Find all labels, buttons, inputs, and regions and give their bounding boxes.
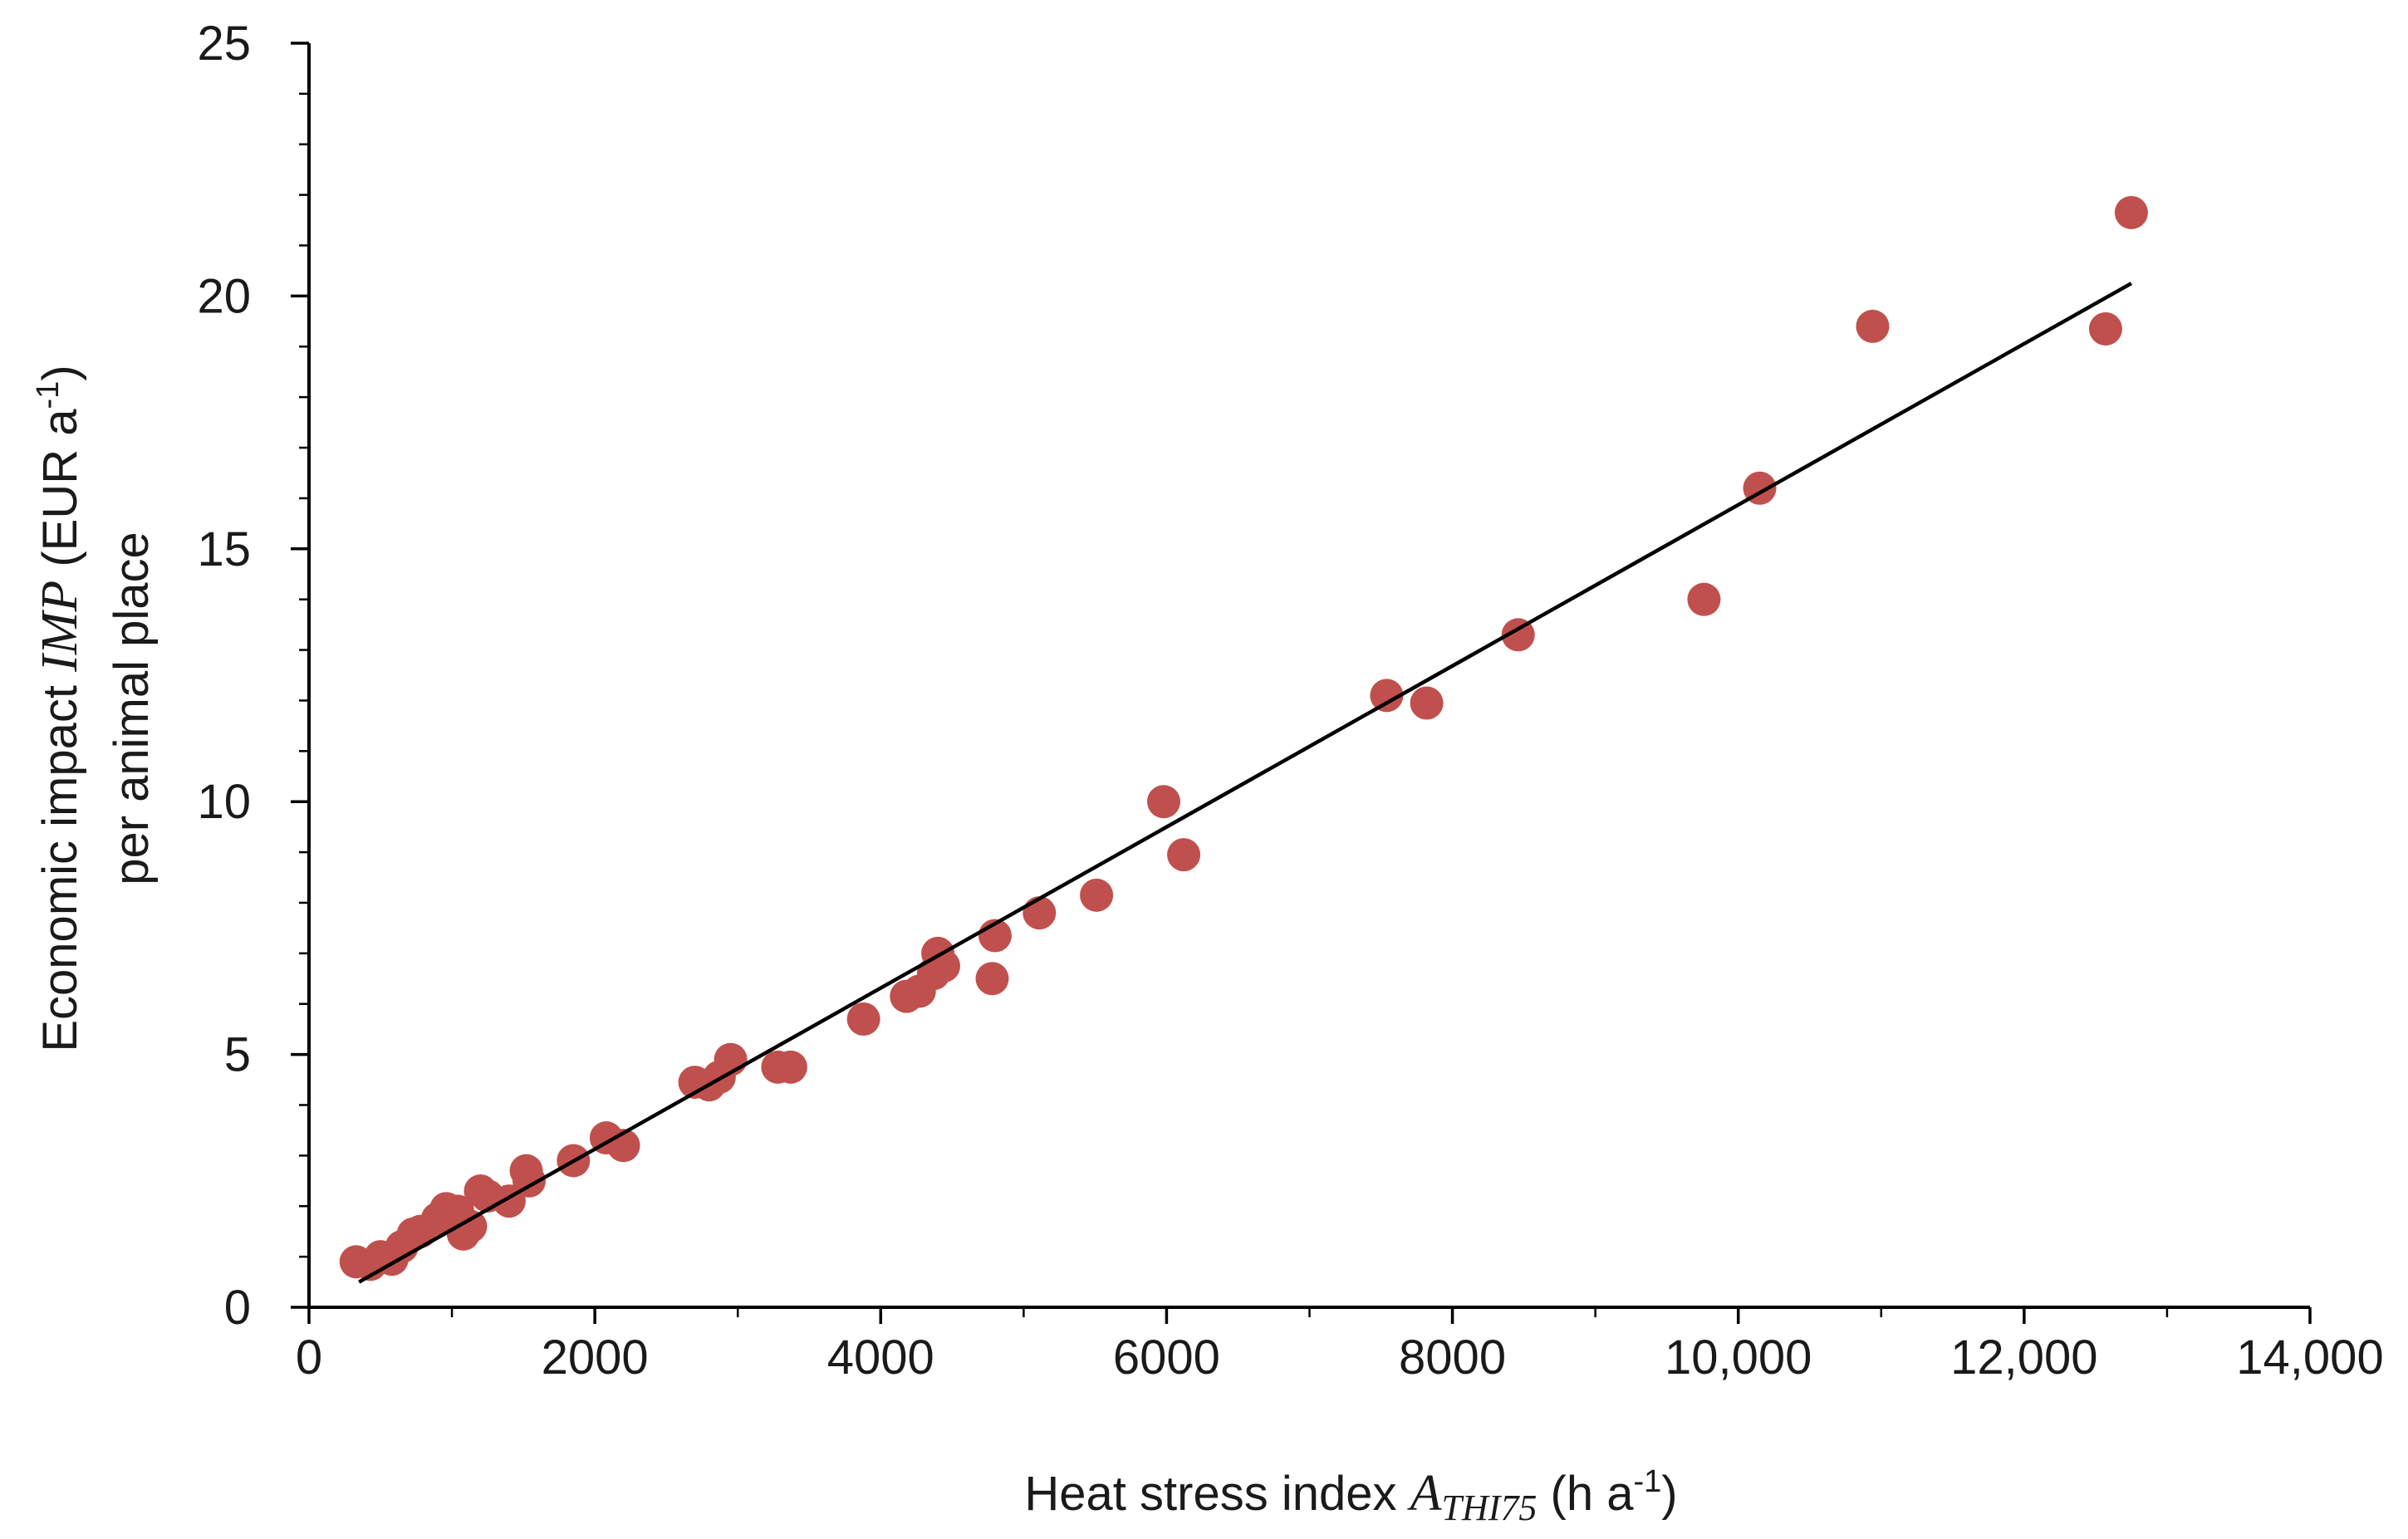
x-title-unit-close: ) <box>1661 1467 1677 1521</box>
data-point <box>1023 896 1057 930</box>
x-tick-label: 6000 <box>1113 1331 1220 1385</box>
data-point <box>975 962 1009 996</box>
data-point <box>1856 309 1890 343</box>
y-title-prefix: Economic impact <box>33 672 87 1052</box>
y-tick-label: 20 <box>197 269 251 323</box>
trendline <box>358 282 2133 1284</box>
data-point <box>1080 878 1114 912</box>
data-point <box>1687 582 1721 616</box>
y-title-unit-open: (EUR a <box>33 409 87 581</box>
x-title-unit-sup: -1 <box>1633 1464 1661 1499</box>
x-tick-labels: 0 2000 4000 6000 8000 10,000 12,000 14,000 <box>296 1331 2384 1385</box>
data-point <box>773 1050 807 1084</box>
data-point <box>1167 838 1201 872</box>
x-tick-label: 14,000 <box>2236 1331 2383 1385</box>
y-tick-label: 15 <box>197 522 251 576</box>
data-point <box>2114 195 2148 229</box>
data-point <box>1501 618 1535 652</box>
y-axis-title: Economic impact IMP (EUR a-1) per animal… <box>31 365 159 1051</box>
x-tick-label: 2000 <box>542 1331 649 1385</box>
data-point <box>1370 679 1404 713</box>
y-tick-label: 10 <box>197 775 251 829</box>
data-point <box>1146 785 1180 819</box>
y-tick-label: 25 <box>197 17 251 71</box>
x-tick-label: 4000 <box>827 1331 934 1385</box>
x-title-prefix: Heat stress index <box>1024 1467 1410 1521</box>
data-point <box>1410 686 1444 720</box>
x-tick-label: 12,000 <box>1950 1331 2097 1385</box>
x-title-symbol: A <box>1407 1465 1443 1522</box>
x-tick-label: 8000 <box>1399 1331 1506 1385</box>
data-point <box>846 1002 880 1036</box>
y-title-unit-close: ) <box>33 365 87 380</box>
major-ticks <box>291 42 2312 1324</box>
y-axis-title-line1: Economic impact IMP (EUR a-1) <box>31 365 88 1051</box>
x-title-subscript: THI75 <box>1441 1488 1537 1528</box>
x-tick-label: 0 <box>296 1331 322 1385</box>
y-title-unit-sup: -1 <box>31 381 66 409</box>
x-title-unit-open: (h a <box>1537 1467 1634 1521</box>
y-tick-labels: 0 5 10 15 20 25 <box>197 17 251 1335</box>
data-point <box>2088 311 2122 346</box>
data-point <box>454 1209 488 1243</box>
data-points <box>339 195 2148 1282</box>
x-axis-title: Heat stress index ATHI75 (h a-1) <box>1024 1464 1677 1528</box>
x-tick-label: 10,000 <box>1665 1331 1812 1385</box>
y-tick-label: 0 <box>224 1281 251 1335</box>
minor-ticks <box>299 92 2169 1317</box>
y-axis-title-line2: per animal place <box>105 532 159 885</box>
y-tick-label: 5 <box>224 1028 251 1082</box>
y-title-symbol: IMP <box>32 581 88 673</box>
